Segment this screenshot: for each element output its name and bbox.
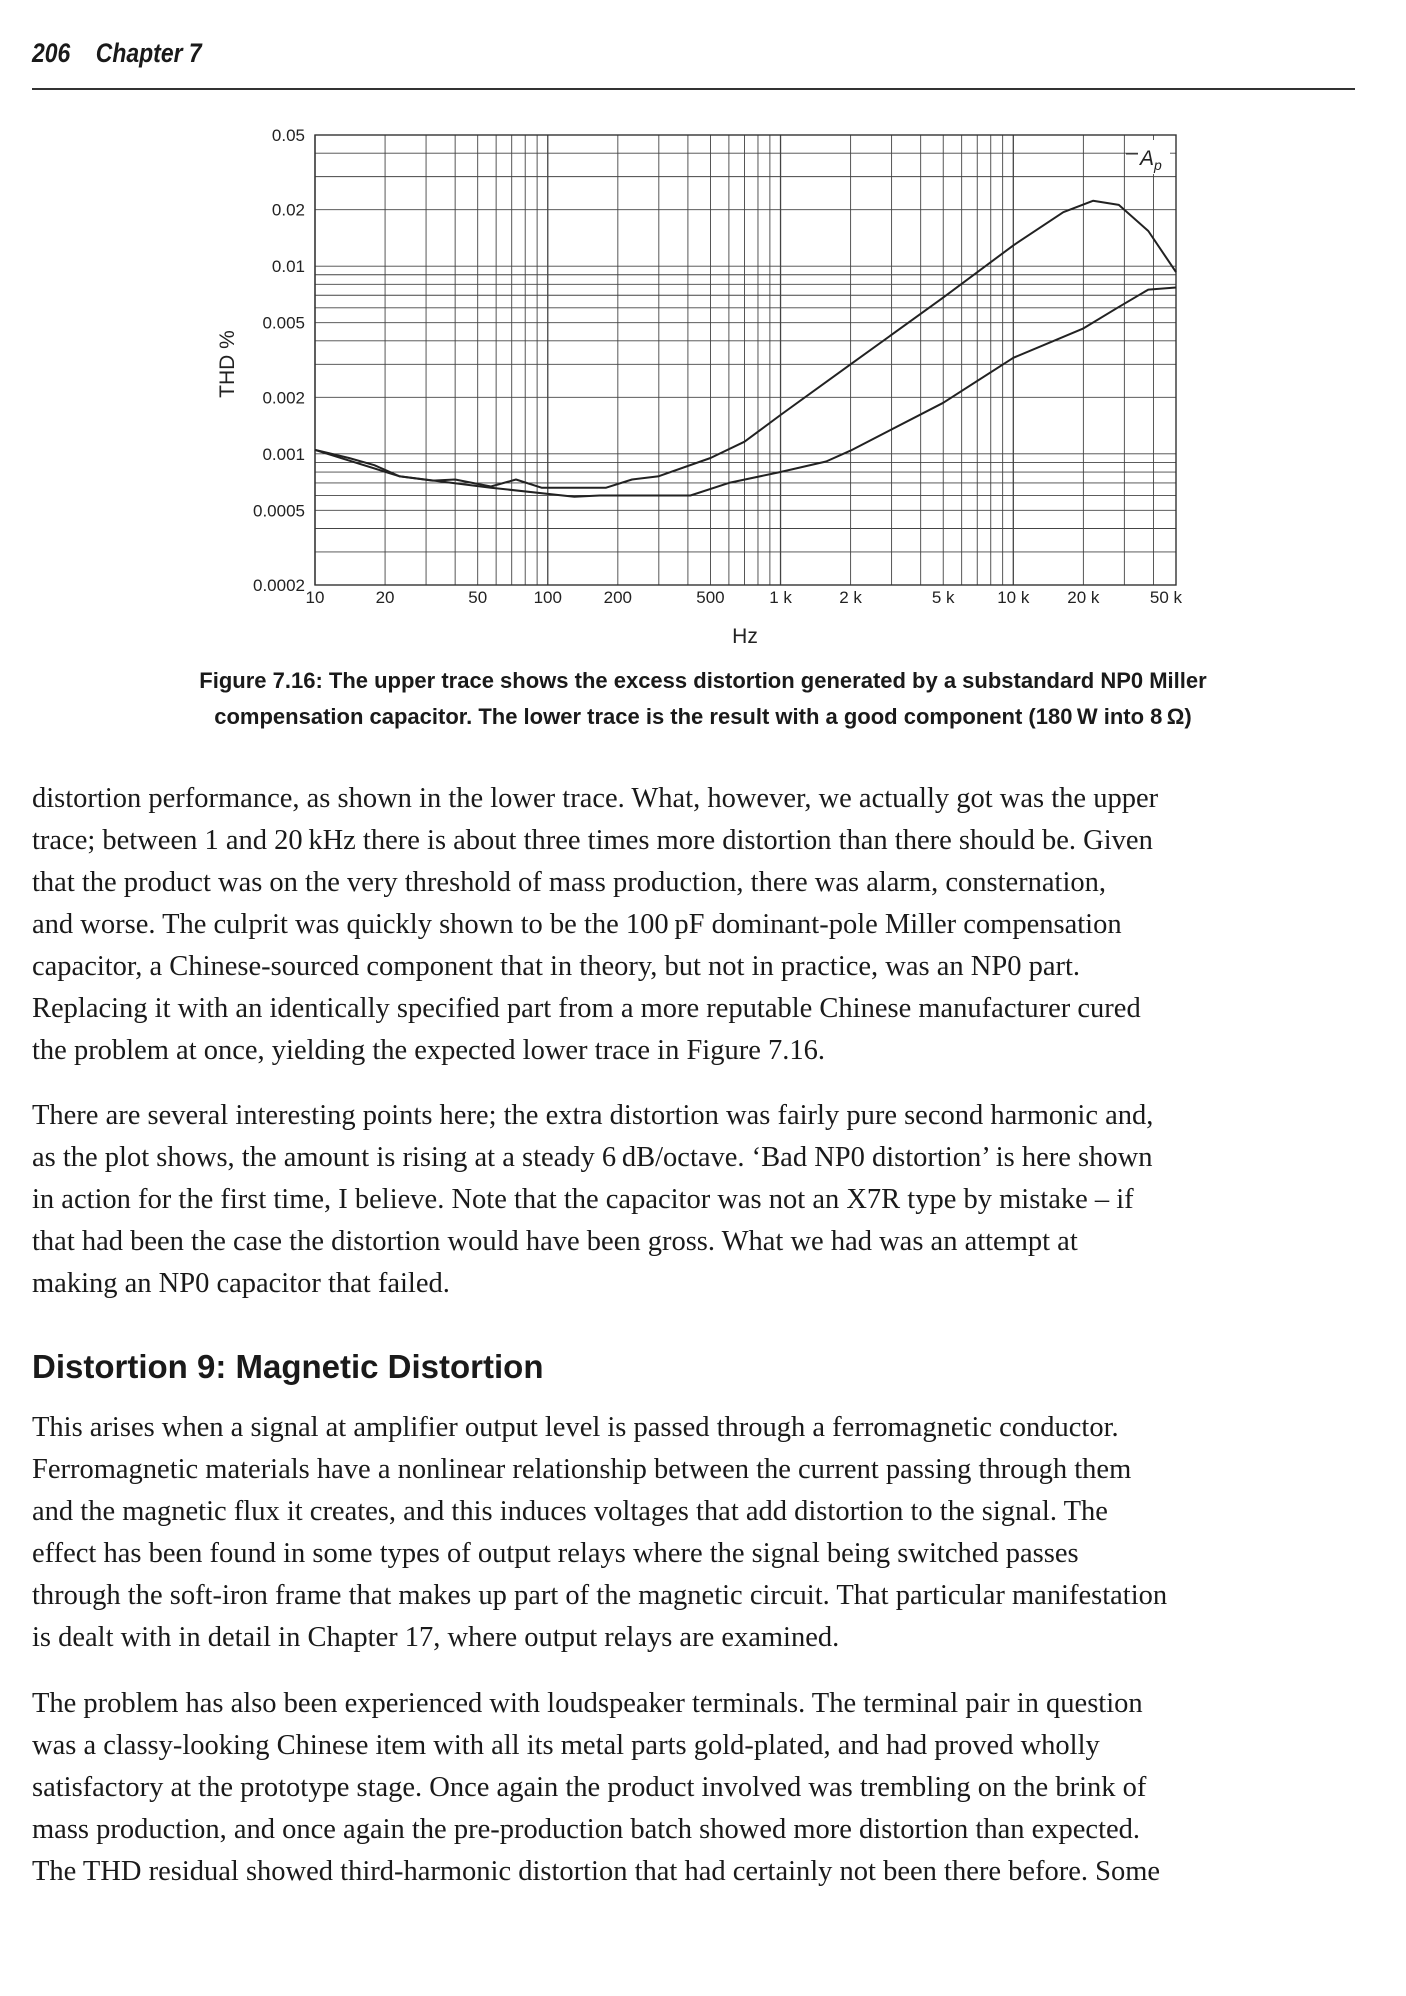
x-tick-label: 200 <box>604 588 632 607</box>
x-tick-label: 100 <box>534 588 562 607</box>
x-tick-label: 50 k <box>1150 588 1183 607</box>
traces <box>314 199 1177 498</box>
y-tick-label: 0.001 <box>262 445 305 464</box>
paragraph: distortion performance, as shown in the … <box>32 778 1158 1072</box>
y-axis-label: THD % <box>216 330 239 398</box>
text-line: effect has been found in some types of o… <box>32 1538 1079 1569</box>
y-tick-label: 0.005 <box>262 314 305 333</box>
text-line: and worse. The culprit was quickly shown… <box>32 909 1122 940</box>
text-line: capacitor, a Chinese-sourced component t… <box>32 951 1081 982</box>
text-line: There are several interesting points her… <box>32 1100 1154 1131</box>
text-line: distortion performance, as shown in the … <box>32 783 1159 814</box>
text-line: was a classy-looking Chinese item with a… <box>32 1730 1100 1761</box>
text-line: Ferromagnetic materials have a nonlinear… <box>32 1454 1132 1485</box>
text-line: as the plot shows, the amount is rising … <box>32 1142 1153 1173</box>
y-tick-label: 0.02 <box>272 201 305 220</box>
text-line: the problem at once, yielding the expect… <box>32 1035 825 1066</box>
x-tick-label: 50 <box>468 588 487 607</box>
x-tick-label: 10 k <box>997 588 1030 607</box>
text-line: is dealt with in detail in Chapter 17, w… <box>32 1622 840 1653</box>
x-tick-label: 10 <box>306 588 325 607</box>
y-tick-labels: 0.05 0.02 0.01 0.005 0.002 0.001 0.0005 0.0002 <box>253 126 305 595</box>
annotation-ap: Ap <box>1138 147 1162 173</box>
y-tick-label: 0.01 <box>272 257 305 276</box>
page-number: 206 <box>32 38 71 68</box>
running-header: 206 Chapter 7 <box>32 38 227 69</box>
caption-line: Figure 7.16: The upper trace shows the e… <box>199 668 1207 693</box>
header-rule <box>32 88 1355 90</box>
x-tick-label: 20 <box>376 588 395 607</box>
y-tick-label: 0.05 <box>272 126 305 145</box>
paragraph: This arises when a signal at amplifier o… <box>32 1407 1167 1659</box>
x-axis-label: Hz <box>732 625 758 648</box>
x-tick-label: 500 <box>696 588 724 607</box>
figure-caption: Figure 7.16: The upper trace shows the e… <box>40 663 1366 735</box>
x-tick-label: 20 k <box>1067 588 1100 607</box>
text-line: through the soft-iron frame that makes u… <box>32 1580 1168 1611</box>
y-tick-label: 0.0005 <box>253 501 305 520</box>
section-heading: Distortion 9: Magnetic Distortion <box>32 1348 544 1385</box>
text-line: mass production, and once again the pre-… <box>32 1814 1141 1845</box>
text-line: in action for the first time, I believe.… <box>32 1184 1134 1215</box>
text-line: This arises when a signal at amplifier o… <box>32 1412 1119 1443</box>
text-line: that the product was on the very thresho… <box>32 867 1106 898</box>
annotation-bg <box>1138 140 1170 174</box>
y-tick-label: 0.002 <box>262 388 305 407</box>
text-line: that had been the case the distortion wo… <box>32 1226 1078 1257</box>
x-tick-label: 5 k <box>932 588 955 607</box>
caption-line: compensation capacitor. The lower trace … <box>214 704 1192 729</box>
y-tick-label: 0.0002 <box>253 576 305 595</box>
grid <box>314 134 1177 586</box>
paragraph: There are several interesting points her… <box>32 1095 1153 1305</box>
paragraph: The problem has also been experienced wi… <box>32 1683 1160 1893</box>
trace-lower <box>314 286 1177 498</box>
x-tick-label: 2 k <box>839 588 862 607</box>
text-line: The THD residual showed third-harmonic d… <box>32 1856 1161 1887</box>
x-tick-labels: 10 20 50 100 200 500 1 k 2 k 5 k 10 k 20 k 50 k <box>306 588 1183 607</box>
text-line: Replacing it with an identically specifi… <box>32 993 1141 1024</box>
text-line: The problem has also been experienced wi… <box>32 1688 1143 1719</box>
x-tick-label: 1 k <box>769 588 792 607</box>
text-line: and the magnetic flux it creates, and th… <box>32 1496 1108 1527</box>
chapter-title: Chapter 7 <box>95 38 202 68</box>
text-line: trace; between 1 and 20 kHz there is abo… <box>32 825 1153 856</box>
plot-frame <box>314 134 1177 586</box>
text-line: satisfactory at the prototype stage. Onc… <box>32 1772 1147 1803</box>
thd-chart: 10 20 50 100 200 500 1 k 2 k 5 k 10 k 20 k 50 k 0.0… <box>216 126 1183 648</box>
text-line: making an NP0 capacitor that failed. <box>32 1268 450 1299</box>
